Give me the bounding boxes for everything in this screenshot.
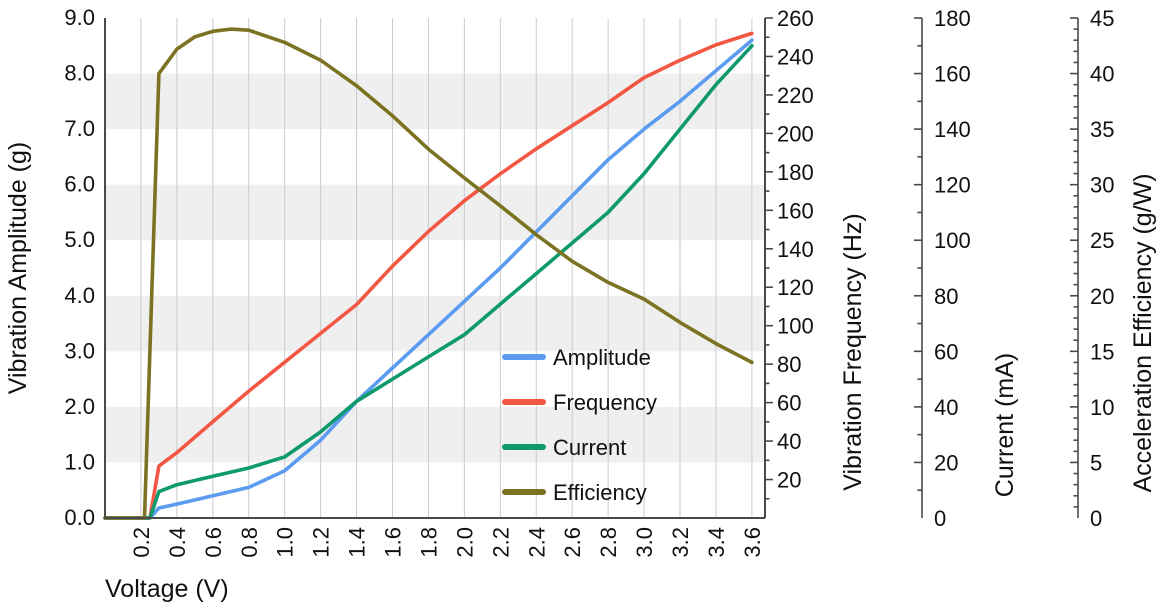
tick-labels: 0.0 1.0 2.0 3.0 4.0 5.0 6.0 7.0 8.0 9.0 0.2 0.4 0.6 0… bbox=[64, 5, 1114, 558]
voltage-tick-label: 2.8 bbox=[596, 527, 621, 558]
voltage-tick-label: 0.4 bbox=[165, 527, 190, 558]
frequency-tick-label: 120 bbox=[777, 275, 814, 300]
voltage-tick-label: 2.6 bbox=[560, 527, 585, 558]
legend-label-current: Current bbox=[553, 435, 626, 460]
frequency-tick-label: 100 bbox=[777, 314, 814, 339]
efficiency-tick-label: 5 bbox=[1090, 450, 1102, 475]
voltage-tick-label: 2.2 bbox=[488, 527, 513, 558]
voltage-tick-label: 2.4 bbox=[524, 527, 549, 558]
amplitude-tick-label: 3.0 bbox=[64, 338, 95, 363]
efficiency-tick-label: 25 bbox=[1090, 228, 1114, 253]
current-tick-label: 0 bbox=[934, 506, 946, 531]
series-line-efficiency bbox=[103, 27, 754, 520]
voltage-tick-label: 1.0 bbox=[273, 527, 298, 558]
current-axis-title: Current (mA) bbox=[991, 353, 1019, 497]
frequency-tick-label: 260 bbox=[777, 6, 814, 31]
amplitude-tick-label: 0.0 bbox=[64, 505, 95, 530]
current-tick-label: 80 bbox=[934, 284, 958, 309]
frequency-tick-label: 180 bbox=[777, 160, 814, 185]
efficiency-tick-label: 15 bbox=[1090, 339, 1114, 364]
current-tick-label: 60 bbox=[934, 339, 958, 364]
frequency-tick-label: 80 bbox=[777, 352, 801, 377]
voltage-tick-label: 3.2 bbox=[668, 527, 693, 558]
series-lines bbox=[103, 27, 754, 520]
voltage-tick-label: 3.6 bbox=[740, 527, 765, 558]
frequency-tick-label: 60 bbox=[777, 391, 801, 416]
amplitude-tick-label: 5.0 bbox=[64, 227, 95, 252]
axis-ticks bbox=[765, 17, 1078, 508]
voltage-tick-label: 1.8 bbox=[416, 527, 441, 558]
legend-label-amplitude: Amplitude bbox=[553, 345, 651, 370]
gridlines bbox=[140, 18, 753, 518]
y-axis-title: Vibration Amplitude (g) bbox=[4, 142, 32, 394]
voltage-tick-label: 0.6 bbox=[201, 527, 226, 558]
efficiency-tick-label: 40 bbox=[1090, 62, 1114, 87]
frequency-tick-label: 140 bbox=[777, 237, 814, 262]
current-tick-label: 140 bbox=[934, 117, 971, 142]
voltage-tick-label: 3.0 bbox=[632, 527, 657, 558]
frequency-tick-label: 40 bbox=[777, 429, 801, 454]
amplitude-tick-label: 8.0 bbox=[64, 61, 95, 86]
efficiency-tick-label: 20 bbox=[1090, 284, 1114, 309]
legend-label-efficiency: Efficiency bbox=[553, 480, 647, 505]
legend-label-frequency: Frequency bbox=[553, 390, 657, 415]
frequency-tick-label: 160 bbox=[777, 198, 814, 223]
series-line-frequency bbox=[103, 31, 754, 520]
efficiency-tick-label: 30 bbox=[1090, 173, 1114, 198]
voltage-tick-label: 0.2 bbox=[129, 527, 154, 558]
plot-band bbox=[105, 184, 765, 241]
current-tick-label: 120 bbox=[934, 173, 971, 198]
voltage-tick-label: 3.4 bbox=[704, 527, 729, 558]
frequency-tick-label: 20 bbox=[777, 468, 801, 493]
plot-band bbox=[105, 295, 765, 352]
current-tick-label: 180 bbox=[934, 6, 971, 31]
amplitude-tick-label: 7.0 bbox=[64, 116, 95, 141]
efficiency-tick-label: 0 bbox=[1090, 506, 1102, 531]
amplitude-tick-label: 1.0 bbox=[64, 449, 95, 474]
frequency-tick-label: 200 bbox=[777, 121, 814, 146]
voltage-tick-label: 1.2 bbox=[309, 527, 334, 558]
frequency-tick-label: 220 bbox=[777, 83, 814, 108]
voltage-tick-label: 2.0 bbox=[452, 527, 477, 558]
series-line-amplitude bbox=[103, 38, 754, 520]
series-line-current bbox=[103, 43, 754, 520]
amplitude-tick-label: 2.0 bbox=[64, 394, 95, 419]
efficiency-tick-label: 45 bbox=[1090, 6, 1114, 31]
plot-band bbox=[105, 73, 765, 130]
amplitude-tick-label: 9.0 bbox=[64, 5, 95, 30]
plot-bands bbox=[105, 73, 765, 463]
frequency-tick-label: 240 bbox=[777, 44, 814, 69]
current-tick-label: 20 bbox=[934, 450, 958, 475]
voltage-tick-label: 1.6 bbox=[381, 527, 406, 558]
x-axis-title: Voltage (V) bbox=[105, 575, 229, 603]
current-tick-label: 160 bbox=[934, 62, 971, 87]
efficiency-tick-label: 10 bbox=[1090, 395, 1114, 420]
current-tick-label: 100 bbox=[934, 228, 971, 253]
plot-band bbox=[105, 406, 765, 463]
amplitude-tick-label: 6.0 bbox=[64, 172, 95, 197]
efficiency-tick-label: 35 bbox=[1090, 117, 1114, 142]
efficiency-axis-title: Acceleration Efficiency (g/W) bbox=[1129, 173, 1157, 492]
amplitude-tick-label: 4.0 bbox=[64, 283, 95, 308]
frequency-axis-title: Vibration Frequency (Hz) bbox=[839, 213, 867, 490]
voltage-tick-label: 0.8 bbox=[237, 527, 262, 558]
current-tick-label: 40 bbox=[934, 395, 958, 420]
voltage-tick-label: 1.4 bbox=[345, 527, 370, 558]
legend: Amplitude Frequency Current Efficiency bbox=[502, 345, 657, 505]
